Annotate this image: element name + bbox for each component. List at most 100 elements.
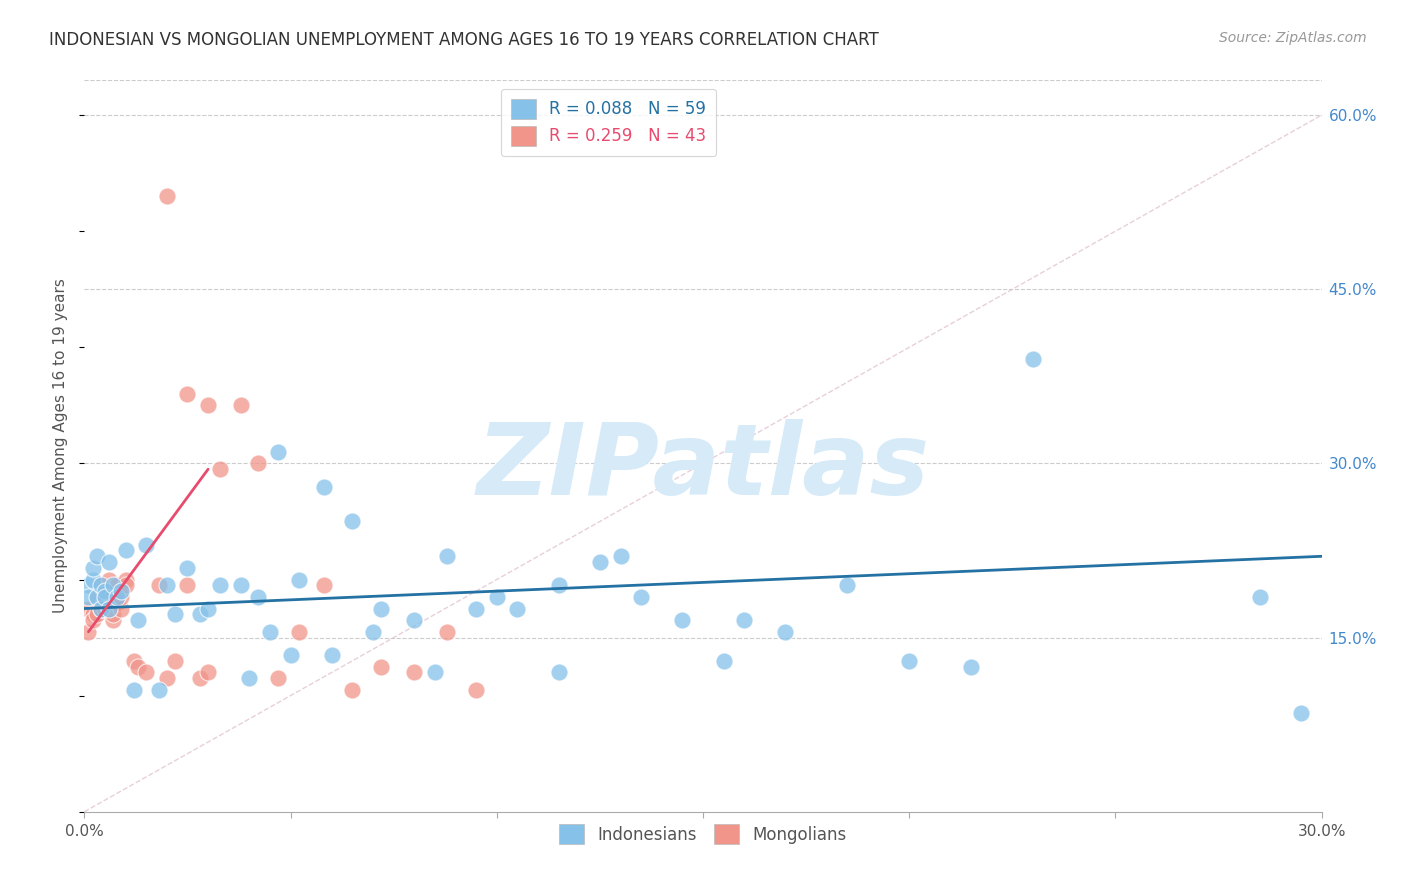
Point <box>423 665 446 680</box>
Point <box>465 601 488 615</box>
Point <box>90 578 112 592</box>
Point <box>122 682 145 697</box>
Point <box>960 659 983 673</box>
Point <box>209 462 232 476</box>
Point <box>609 549 631 564</box>
Point <box>209 578 232 592</box>
Point <box>103 607 125 622</box>
Point <box>148 578 170 592</box>
Point <box>90 578 112 592</box>
Point <box>1289 706 1312 720</box>
Point <box>82 607 104 622</box>
Point <box>713 654 735 668</box>
Legend: Indonesians, Mongolians: Indonesians, Mongolians <box>553 817 853 851</box>
Point <box>465 682 488 697</box>
Point <box>288 573 311 587</box>
Point <box>404 613 426 627</box>
Point <box>77 624 100 639</box>
Point <box>370 601 392 615</box>
Point <box>114 543 136 558</box>
Point <box>671 613 693 627</box>
Point <box>135 538 157 552</box>
Point <box>238 671 260 685</box>
Point <box>775 624 797 639</box>
Point <box>86 590 108 604</box>
Point <box>82 573 104 587</box>
Point <box>485 590 508 604</box>
Point <box>898 654 921 668</box>
Point <box>94 584 117 599</box>
Point <box>837 578 859 592</box>
Text: INDONESIAN VS MONGOLIAN UNEMPLOYMENT AMONG AGES 16 TO 19 YEARS CORRELATION CHART: INDONESIAN VS MONGOLIAN UNEMPLOYMENT AMO… <box>49 31 879 49</box>
Point <box>288 624 311 639</box>
Point <box>176 386 198 401</box>
Point <box>122 654 145 668</box>
Point <box>103 578 125 592</box>
Point <box>114 573 136 587</box>
Text: Source: ZipAtlas.com: Source: ZipAtlas.com <box>1219 31 1367 45</box>
Point <box>321 648 343 662</box>
Point <box>77 601 100 615</box>
Point <box>86 607 108 622</box>
Point <box>90 601 112 615</box>
Point <box>176 578 198 592</box>
Point <box>82 613 104 627</box>
Point <box>77 578 100 592</box>
Point <box>165 607 187 622</box>
Point <box>312 480 335 494</box>
Point <box>94 601 117 615</box>
Point <box>105 590 128 604</box>
Point <box>105 596 128 610</box>
Point <box>630 590 652 604</box>
Text: ZIPatlas: ZIPatlas <box>477 419 929 516</box>
Point <box>105 578 128 592</box>
Point <box>197 398 219 412</box>
Point <box>733 613 755 627</box>
Point <box>77 590 100 604</box>
Point <box>98 573 121 587</box>
Point <box>94 590 117 604</box>
Point <box>86 549 108 564</box>
Point <box>506 601 529 615</box>
Point <box>103 613 125 627</box>
Point <box>197 601 219 615</box>
Point <box>312 578 335 592</box>
Point <box>280 648 302 662</box>
Point <box>148 682 170 697</box>
Point <box>547 578 569 592</box>
Point <box>98 584 121 599</box>
Point <box>82 561 104 575</box>
Point <box>98 601 121 615</box>
Point <box>267 671 290 685</box>
Point <box>229 398 252 412</box>
Point <box>176 561 198 575</box>
Point <box>267 445 290 459</box>
Point <box>589 555 612 569</box>
Y-axis label: Unemployment Among Ages 16 to 19 years: Unemployment Among Ages 16 to 19 years <box>53 278 69 614</box>
Point <box>86 590 108 604</box>
Point <box>135 665 157 680</box>
Point <box>197 665 219 680</box>
Point <box>188 607 211 622</box>
Point <box>246 457 269 471</box>
Point <box>165 654 187 668</box>
Point <box>127 613 149 627</box>
Point <box>229 578 252 592</box>
Point <box>436 624 458 639</box>
Point <box>342 515 364 529</box>
Point <box>110 590 132 604</box>
Point <box>90 601 112 615</box>
Point <box>94 590 117 604</box>
Point <box>436 549 458 564</box>
Point <box>1249 590 1271 604</box>
Point <box>370 659 392 673</box>
Point <box>156 671 179 685</box>
Point <box>114 578 136 592</box>
Point <box>110 584 132 599</box>
Point <box>1022 351 1045 366</box>
Point <box>156 189 179 203</box>
Point <box>404 665 426 680</box>
Point <box>188 671 211 685</box>
Point <box>259 624 281 639</box>
Point <box>127 659 149 673</box>
